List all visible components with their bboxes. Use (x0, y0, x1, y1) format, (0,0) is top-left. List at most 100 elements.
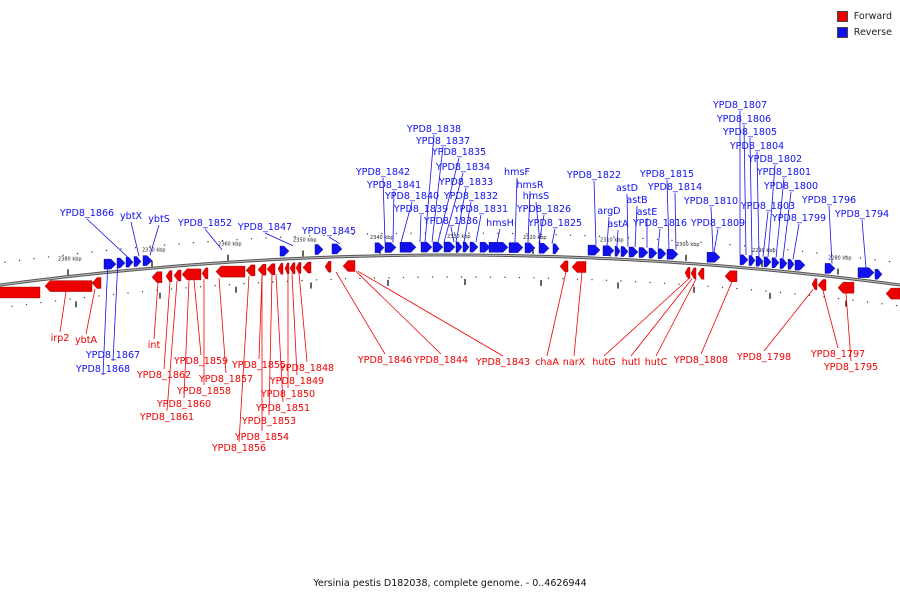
forward-gene-arrow (295, 262, 302, 274)
scale-dot (33, 257, 35, 260)
reverse-gene-arrow (628, 246, 639, 258)
scale-dot (707, 285, 709, 287)
scale-dot (352, 233, 354, 236)
label-leader-line (634, 205, 638, 248)
gene-label-ypd8-1857: YPD8_1857 (198, 374, 253, 385)
scale-dot (308, 235, 311, 237)
forward-gene-arrow (289, 262, 296, 274)
scale-dot (141, 291, 144, 293)
scale-dot (359, 277, 361, 280)
forward-gene-arrow (817, 279, 827, 291)
label-leader-line (713, 228, 719, 253)
gene-label-ypd8-1804: YPD8_1804 (729, 141, 784, 152)
reverse-gene-arrow (794, 259, 806, 271)
gene-label-ypd8-1797: YPD8_1797 (810, 349, 865, 360)
reverse-gene-arrow (587, 244, 601, 256)
scale-dot (337, 234, 340, 236)
gene-label-ypd8-1839: YPD8_1839 (393, 204, 448, 215)
scale-dot (431, 276, 434, 278)
label-leader-line (743, 124, 747, 256)
reverse-gene-arrow (538, 243, 550, 254)
label-leader-line (782, 191, 792, 259)
label-leader-line (573, 272, 583, 357)
label-leader-line (616, 229, 619, 247)
gene-label-ybts: ybtS (148, 214, 170, 225)
gene-label-ypd8-1835: YPD8_1835 (431, 147, 486, 158)
scale-dot (801, 250, 804, 253)
reverse-gene-arrow (524, 242, 536, 254)
gene-label-ypd8-1846: YPD8_1846 (357, 355, 412, 366)
gene-label-ypd8-1842: YPD8_1842 (355, 167, 410, 178)
label-leader-line (275, 274, 284, 403)
scale-dot (540, 233, 543, 235)
scale-dot (11, 305, 13, 307)
label-leader-line (475, 214, 482, 243)
scale-dot (489, 276, 492, 278)
label-leader-line (335, 271, 386, 355)
gene-label-ypd8-1861: YPD8_1861 (139, 412, 194, 423)
forward-gene-arrow (245, 264, 256, 277)
scale-dot (750, 289, 753, 291)
scale-label: 2310 kbp (600, 238, 624, 244)
scale-dot (605, 279, 608, 281)
gene-label-huti: hutI (622, 357, 641, 368)
scale-dot (591, 279, 593, 281)
gene-label-ypd8-1832: YPD8_1832 (443, 191, 498, 202)
label-leader-line (756, 151, 760, 257)
gene-label-ybtx: ybtX (120, 211, 143, 222)
reverse-gene-arrow (103, 258, 117, 270)
scale-dot (678, 283, 680, 285)
gene-label-hmsf: hmsF (504, 167, 530, 178)
scale-dot (663, 282, 666, 285)
gene-label-astb: astB (626, 195, 647, 206)
scale-dot (881, 303, 883, 305)
scale-dot (888, 260, 891, 263)
label-leader-line (775, 177, 785, 258)
genome-backbone-highlight (0, 254, 900, 286)
reverse-gene-arrow (755, 256, 764, 267)
scale-dot (460, 276, 463, 278)
label-leader-line (238, 275, 250, 443)
scale-dot (265, 237, 267, 239)
scale-dot (250, 238, 253, 240)
gene-label-ypd8-1854: YPD8_1854 (234, 432, 289, 443)
label-leader-line (535, 201, 541, 244)
gene-label-ypd8-1806: YPD8_1806 (716, 114, 771, 125)
reverse-gene-arrow (314, 244, 324, 255)
scale-dot (185, 287, 187, 289)
gene-label-ypd8-1850: YPD8_1850 (260, 389, 315, 400)
gene-label-ypd8-1858: YPD8_1858 (176, 386, 231, 397)
scale-dot (518, 276, 521, 279)
scale-dot (555, 234, 557, 236)
reverse-gene-arrow (384, 242, 397, 253)
scale-dot (475, 276, 477, 278)
gene-label-ypd8-1855: YPD8_1855 (231, 360, 286, 371)
scale-dot (323, 234, 325, 237)
reverse-gene-arrow (552, 243, 560, 254)
scale-dot (794, 293, 796, 295)
label-leader-line (355, 271, 442, 355)
label-leader-line (514, 177, 518, 243)
gene-label-ypd8-1808: YPD8_1808 (673, 355, 728, 366)
legend-label-forward: Forward (853, 10, 892, 22)
reverse-gene-arrow (488, 242, 509, 253)
scale-dot (127, 292, 129, 294)
scale-dot (366, 233, 369, 235)
gene-label-ypd8-1805: YPD8_1805 (722, 127, 777, 138)
scale-dot (243, 283, 245, 285)
scale-dot (214, 285, 216, 287)
label-leader-line (630, 278, 693, 357)
scale-dot (613, 236, 615, 238)
gene-label-argd: argD (597, 206, 620, 217)
scale-dot (526, 233, 528, 235)
gene-label-ypd8-1838: YPD8_1838 (406, 124, 461, 135)
forward-gene-arrow (837, 282, 855, 294)
scale-dot (649, 281, 651, 284)
gene-label-ypd8-1852: YPD8_1852 (177, 218, 232, 229)
forward-gene-arrow (266, 263, 276, 275)
label-leader-line (102, 259, 109, 376)
reverse-gene-arrow (420, 241, 433, 253)
scale-dot (634, 281, 637, 283)
reverse-gene-arrow (787, 259, 795, 270)
